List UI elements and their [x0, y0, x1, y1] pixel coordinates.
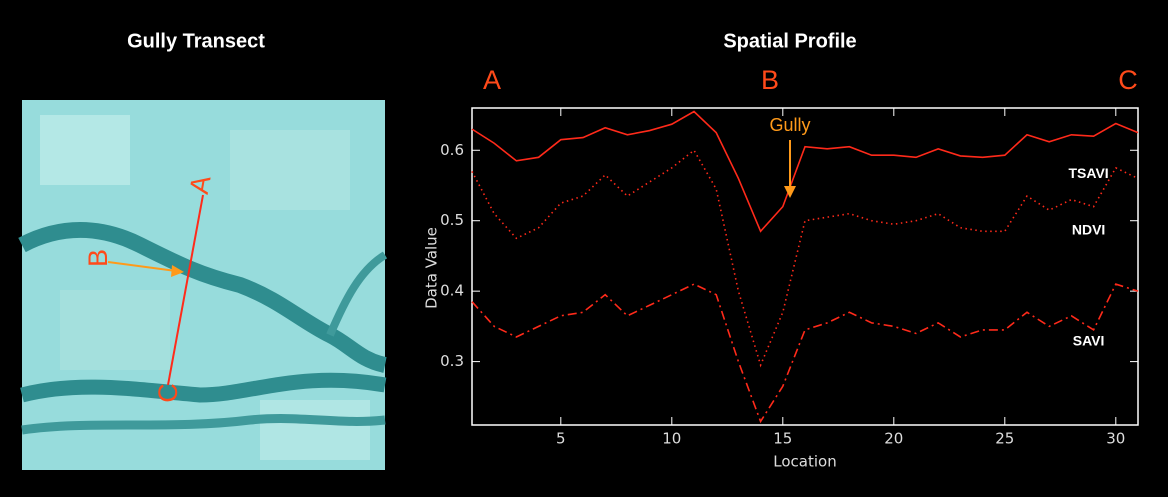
- image-patch: [40, 115, 130, 185]
- x-tick-label: 20: [884, 430, 903, 448]
- x-tick-label: 15: [773, 430, 792, 448]
- series-label: NDVI: [1072, 221, 1105, 237]
- arrow: [107, 261, 177, 272]
- transect-image: A B C: [18, 100, 388, 470]
- gully-channel: [326, 251, 388, 337]
- series-line: [471, 149, 1139, 368]
- x-tick-label: 10: [662, 430, 681, 448]
- series-label: SAVI: [1073, 333, 1105, 349]
- point-label: C: [1118, 65, 1138, 95]
- transect-label: A: [184, 173, 217, 196]
- image-patch: [260, 400, 370, 460]
- x-tick-label: 25: [995, 430, 1014, 448]
- chart-title: Spatial Profile: [723, 30, 856, 52]
- x-tick-label: 5: [556, 430, 566, 448]
- plot-frame: [471, 107, 1139, 426]
- image-patch: [60, 290, 170, 370]
- transect-label: C: [153, 383, 183, 403]
- gully-channel: [18, 222, 387, 373]
- y-tick-label: 0.5: [440, 211, 464, 229]
- point-label: B: [761, 65, 779, 95]
- series-line: [471, 110, 1139, 233]
- image-patch: [230, 130, 350, 210]
- y-tick-label: 0.4: [440, 282, 464, 300]
- transect-line: [167, 194, 204, 386]
- y-tick-label: 0.6: [440, 141, 464, 159]
- panel-title: Gully Transect: [127, 30, 265, 52]
- annotation: Gully: [769, 115, 810, 135]
- x-axis-label: Location: [773, 453, 836, 471]
- transect-label: B: [83, 249, 113, 267]
- point-label: A: [483, 65, 501, 95]
- series-label: TSAVI: [1068, 165, 1108, 181]
- gully-channel: [21, 414, 386, 435]
- gully-channel: [20, 372, 387, 403]
- annotation-arrow-head: [784, 186, 796, 198]
- y-tick-label: 0.3: [440, 352, 464, 370]
- y-axis-label: Data Value: [423, 227, 441, 309]
- x-tick-label: 30: [1106, 430, 1125, 448]
- arrow-head: [171, 265, 184, 277]
- series-line: [471, 283, 1139, 424]
